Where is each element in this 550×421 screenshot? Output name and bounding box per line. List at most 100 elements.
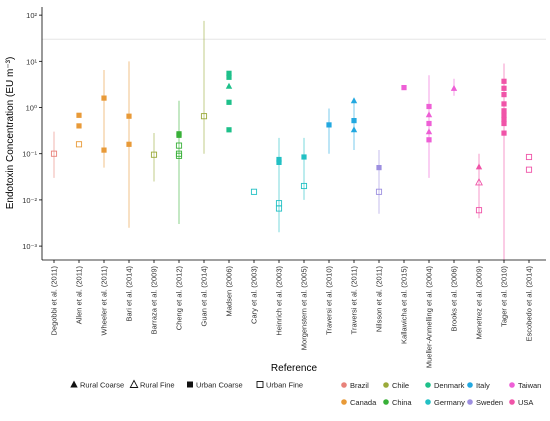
data-point [475, 163, 483, 170]
data-point [501, 108, 507, 114]
x-tick-label: Cheng et al. (2012) [175, 266, 184, 331]
legend-country-label: USA [518, 398, 533, 407]
data-point [50, 150, 58, 157]
x-tick-label: Menetrez et al. (2009) [475, 266, 484, 340]
data-point [501, 112, 507, 118]
legend-country-label: Canada [350, 398, 377, 407]
legend-countries: Brazil Canada Chile China Denmark Germany Ital… [341, 381, 541, 407]
data-point [375, 188, 383, 195]
legend-country-label: Taiwan [518, 381, 541, 390]
x-tick-label: Bari et al. (2014) [125, 266, 134, 322]
legend-country-dot [341, 399, 347, 405]
data-point [226, 74, 232, 80]
data-point [276, 159, 282, 165]
legend-type-label: Rural Fine [140, 381, 175, 390]
legend-country-dot [383, 399, 389, 405]
data-point [175, 142, 183, 149]
data-point [250, 188, 258, 195]
legend-country-dot [467, 382, 473, 388]
data-point [425, 111, 433, 118]
data-point [501, 92, 507, 98]
x-tick-label: Cary et al. (2003) [250, 266, 259, 324]
x-tick-label: Guan et al. (2014) [200, 266, 209, 327]
data-point [475, 207, 483, 214]
x-tick-label: Traversi et al. (2010) [325, 266, 334, 335]
data-point [300, 182, 308, 190]
data-point [226, 127, 232, 133]
x-tick-label: Kallawicha et al. (2015) [400, 266, 409, 344]
data-point [350, 97, 358, 104]
plot-area: 10⁻³ 10⁻² 10⁻¹ 10⁰ 10¹ 10² Degobbi et al. (20… [22, 7, 546, 368]
legend-country-dot [425, 399, 431, 405]
data-point [525, 153, 533, 161]
data-point [326, 122, 332, 128]
legend-country-label: Germany [434, 398, 465, 407]
legend-country-label: China [392, 398, 412, 407]
data-point [450, 84, 458, 91]
x-axis-title: Reference [271, 363, 318, 374]
data-point [426, 137, 432, 143]
error-ranges [53, 20, 505, 260]
x-tick-label: Morgenstern et al. (2005) [300, 266, 309, 351]
data-point [351, 118, 357, 124]
y-tick-label: 10⁰ [26, 104, 37, 113]
legend-country-dot [467, 399, 473, 405]
data-point [401, 85, 407, 91]
legend-type-marker [187, 381, 193, 388]
data-point [501, 116, 507, 123]
x-tick-label: Wheeler et al. (2011) [100, 266, 109, 336]
x-tick-label: Tager et al. (2010) [500, 266, 509, 327]
legend-type-label: Urban Coarse [196, 381, 243, 390]
data-point [276, 156, 282, 163]
data-point [425, 128, 433, 135]
legend-country-label: Denmark [434, 381, 465, 390]
legend-country-dot [509, 382, 515, 388]
data-point [76, 123, 82, 129]
y-tick-label: 10¹ [26, 57, 37, 66]
data-point [126, 141, 132, 147]
legend-country-dot [425, 382, 431, 388]
data-point [76, 112, 82, 118]
x-tick-label: Madsen (2006) [225, 266, 234, 317]
legend-country-label: Chile [392, 381, 409, 390]
data-point [301, 154, 307, 160]
data-point [350, 126, 358, 133]
data-point [525, 166, 533, 173]
x-tick-label: Allen et al. (2011) [75, 266, 84, 325]
x-axis-ticks: Degobbi et al. (2011) Allen et al. (2011)… [50, 260, 534, 368]
x-tick-label: Escobedo et al. (2014) [525, 266, 534, 342]
data-point [126, 113, 132, 119]
x-tick-label: Mueller-Anmelling et al. (2004) [425, 266, 434, 369]
legend-type-marker [256, 381, 264, 388]
data-point [501, 85, 507, 91]
legend-type-label: Rural Coarse [80, 381, 124, 390]
data-point [226, 70, 232, 76]
x-tick-label: Traversi et al. (2011) [350, 266, 359, 335]
data-point [200, 113, 208, 120]
y-axis-title: Endotoxin Concentration (EU m⁻³) [5, 57, 16, 210]
data-point [175, 152, 183, 159]
data-point [225, 82, 233, 89]
data-points [50, 70, 533, 214]
data-point [501, 78, 507, 84]
legend-country-label: Brazil [350, 381, 369, 390]
legend-country-dot [383, 382, 389, 388]
y-tick-label: 10⁻³ [22, 242, 37, 251]
data-point [75, 141, 83, 148]
x-tick-label: Barraza et al. (2009) [150, 266, 159, 335]
data-point [176, 132, 182, 138]
y-tick-label: 10⁻² [22, 196, 37, 205]
data-point [226, 99, 232, 105]
data-point [501, 101, 507, 107]
legend-country-label: Italy [476, 381, 490, 390]
data-point [426, 120, 432, 127]
legend-country-dot [509, 399, 515, 405]
data-point [501, 130, 507, 136]
legend-type-marker [70, 380, 78, 388]
x-tick-label: Nilsson et al. (2011) [375, 266, 384, 333]
x-tick-label: Brooks et al. (2006) [450, 266, 459, 332]
x-tick-label: Degobbi et al. (2011) [50, 266, 59, 336]
legend-type-marker [129, 379, 139, 388]
legend-type-label: Urban Fine [266, 381, 303, 390]
data-point [475, 177, 483, 186]
